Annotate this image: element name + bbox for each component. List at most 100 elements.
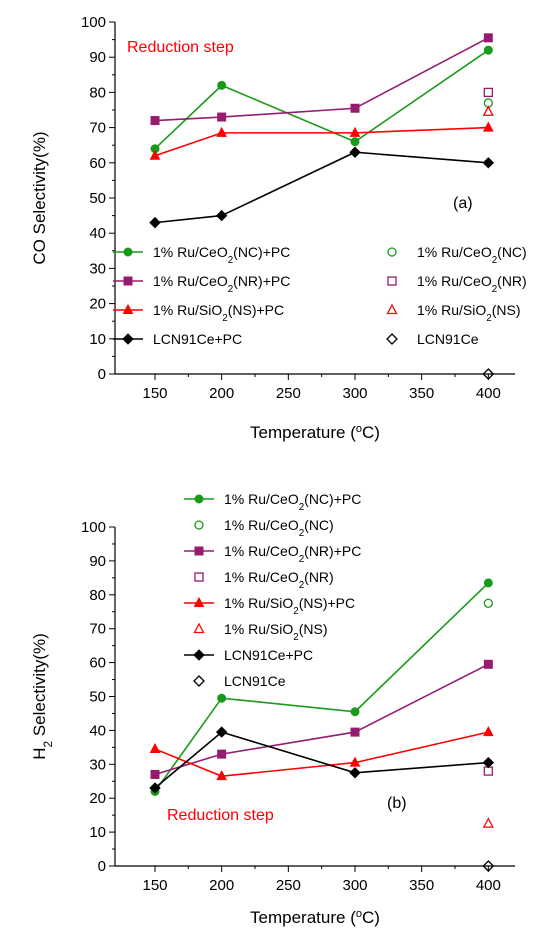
data-point: [482, 157, 495, 169]
x-tick-label: 250: [276, 385, 301, 402]
x-tick-label: 150: [142, 385, 167, 402]
legend-marker: [386, 303, 398, 315]
legend-marker: [123, 247, 133, 257]
panel-label: (b): [387, 795, 407, 812]
legend-label: 1% Ru/CeO2(NC)+PC: [153, 244, 290, 266]
data-point: [350, 727, 360, 737]
legend-label: 1% Ru/SiO2(NS): [224, 621, 327, 643]
y-tick-label: 20: [89, 790, 106, 807]
y-tick-label: 50: [89, 190, 106, 207]
legend-marker: [193, 649, 205, 661]
x-tick-label: 200: [209, 877, 234, 894]
data-point: [150, 116, 160, 126]
y-tick-label: 70: [89, 621, 106, 638]
legend-marker: [194, 572, 204, 582]
y-tick-label: 40: [89, 722, 106, 739]
legend-marker: [387, 276, 397, 286]
panel-b-chart: 0 10 20 30 40 50 60 70 80 90 100 150 200 250 300 350 400…: [30, 491, 515, 927]
y-tick-label: 70: [89, 120, 106, 137]
x-tick-label: 350: [409, 385, 434, 402]
series-line: [154, 151, 489, 224]
series-line: [154, 126, 489, 157]
data-point: [482, 756, 495, 769]
y-tick-label: 30: [89, 756, 106, 773]
x-tick-label: 400: [476, 385, 501, 402]
y-tick-label: 10: [89, 331, 106, 348]
y-tick-label: 90: [89, 49, 106, 66]
annotation-text: Reduction step: [167, 807, 274, 824]
legend-label: LCN91Ce+PC: [224, 647, 313, 663]
data-point: [217, 693, 227, 703]
legend-label: 1% Ru/SiO2(NS)+PC: [224, 595, 355, 617]
data-point: [149, 149, 161, 160]
data-point: [350, 137, 360, 147]
series-line: [154, 731, 489, 777]
legend-label: LCN91Ce: [417, 331, 479, 347]
y-tick-label: 100: [81, 519, 106, 536]
y-tick-label: 20: [89, 296, 106, 313]
y-tick-label: 90: [89, 553, 106, 570]
legend-label: LCN91Ce: [224, 673, 286, 689]
y-tick-label: 100: [81, 14, 106, 31]
data-point: [150, 769, 160, 779]
legend-marker: [122, 303, 134, 314]
data-point: [217, 749, 227, 759]
legend-marker: [386, 333, 398, 345]
panel-label: (a): [453, 195, 473, 212]
panel-a-chart: 0 10 20 30 40 50 60 70 80 90 100 150 200 250 300 350 400…: [30, 14, 527, 442]
data-point: [483, 87, 493, 98]
data-point: [483, 578, 493, 588]
data-point: [483, 598, 493, 608]
data-point: [217, 80, 227, 90]
data-point: [483, 33, 493, 43]
y-axis-label: H2 Selectivity(%): [30, 633, 55, 760]
legend-marker: [193, 675, 205, 687]
x-tick-label: 200: [209, 385, 234, 402]
legend-label: 1% Ru/SiO2(NS): [417, 302, 520, 324]
data-point: [216, 770, 227, 781]
data-point: [482, 817, 494, 828]
legend-label: 1% Ru/CeO2(NC)+PC: [224, 491, 361, 513]
legend-marker: [123, 276, 133, 286]
data-point: [149, 216, 161, 229]
data-point: [349, 767, 361, 779]
y-tick-label: 40: [89, 225, 106, 242]
legend-marker: [193, 596, 205, 607]
x-tick-label: 250: [276, 877, 301, 894]
legend-marker: [122, 333, 134, 345]
x-tick-label: 400: [476, 877, 501, 894]
legend-marker: [387, 247, 397, 257]
legend-marker: [194, 520, 204, 530]
data-point: [350, 103, 360, 113]
x-tick-label: 350: [409, 877, 434, 894]
legend-label: LCN91Ce+PC: [153, 331, 242, 347]
x-tick-label: 300: [342, 385, 367, 402]
data-point: [349, 126, 361, 137]
legend-marker: [194, 546, 204, 556]
data-point: [482, 368, 495, 380]
data-point: [483, 45, 493, 55]
series-line: [154, 582, 489, 792]
x-axis-label: Temperature (oC): [250, 423, 380, 442]
legend-marker: [193, 622, 205, 634]
series-line: [154, 663, 489, 776]
y-tick-label: 80: [89, 587, 106, 604]
data-point: [349, 756, 361, 767]
y-tick-label: 50: [89, 689, 106, 706]
legend-label: 1% Ru/CeO2(NC): [224, 517, 334, 539]
data-point: [217, 112, 227, 122]
data-point: [483, 121, 494, 132]
legend-label: 1% Ru/CeO2(NR): [417, 273, 527, 295]
y-tick-label: 30: [89, 260, 106, 277]
y-tick-label: 0: [98, 858, 106, 875]
legend-label: 1% Ru/CeO2(NR): [224, 569, 334, 591]
legend-label: 1% Ru/CeO2(NR)+PC: [153, 273, 290, 295]
series-line: [154, 37, 489, 122]
x-tick-label: 150: [142, 877, 167, 894]
x-axis-label: Temperature (oC): [250, 908, 380, 927]
series-line: [154, 731, 489, 789]
y-tick-label: 60: [89, 655, 106, 672]
data-point: [482, 105, 494, 116]
data-point: [350, 707, 360, 717]
